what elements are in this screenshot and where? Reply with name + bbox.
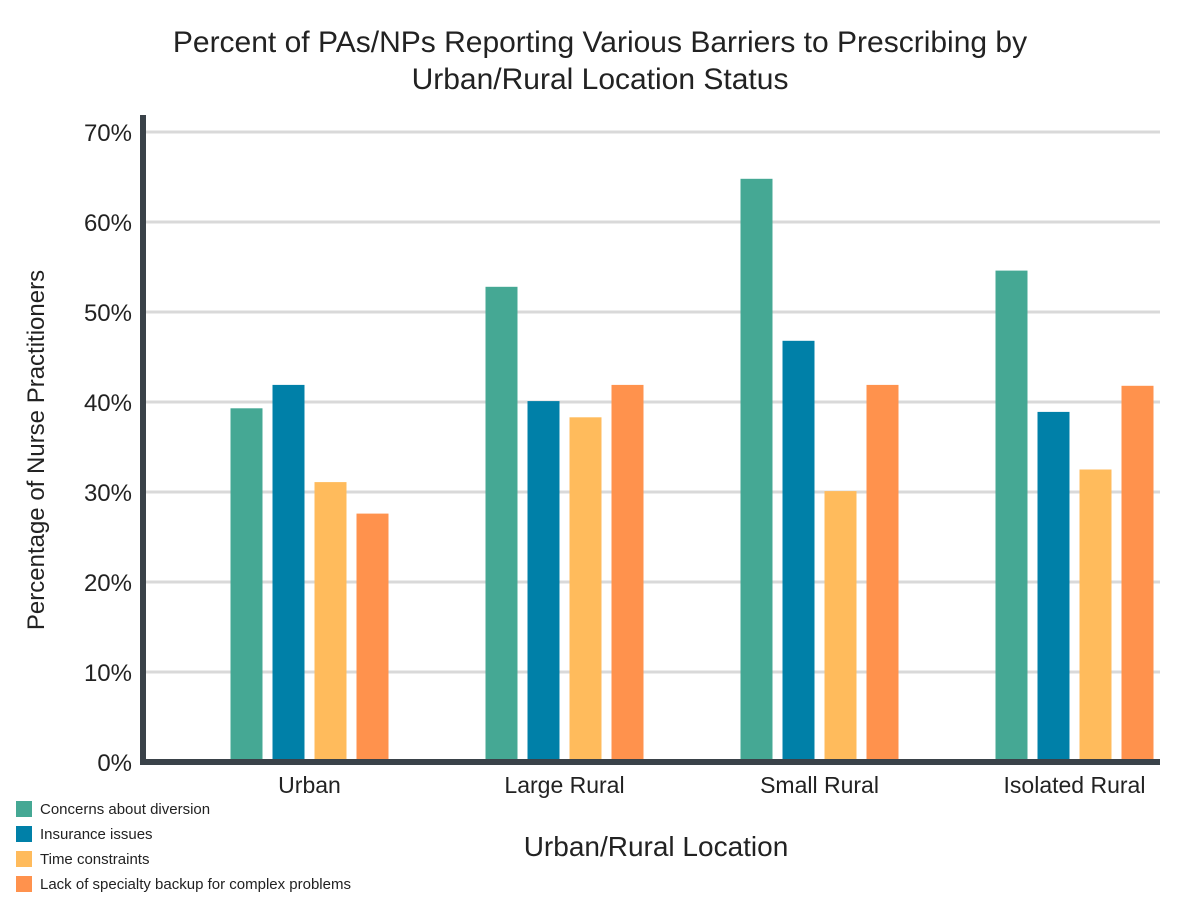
bar <box>527 401 560 762</box>
y-tick-label: 50% <box>84 300 132 327</box>
y-tick-label: 0% <box>97 750 132 777</box>
legend-label: Time constraints <box>40 851 149 868</box>
bar <box>314 482 347 762</box>
x-tick-label: Small Rural <box>760 772 879 798</box>
bar <box>1037 411 1070 762</box>
bar <box>866 384 899 762</box>
y-tick-label: 10% <box>84 660 132 687</box>
bar <box>1121 385 1154 762</box>
bar <box>230 408 263 762</box>
bar <box>569 417 602 762</box>
legend-label: Lack of specialty backup for complex pro… <box>40 876 351 893</box>
chart-title-line-1: Percent of PAs/NPs Reporting Various Bar… <box>173 26 1027 59</box>
y-tick-label: 40% <box>84 390 132 417</box>
bar <box>824 491 857 762</box>
bar <box>995 270 1028 762</box>
bar <box>611 384 644 762</box>
x-tick-label: Urban <box>278 772 341 798</box>
legend-swatch <box>16 876 32 892</box>
y-tick-label: 70% <box>84 120 132 147</box>
bar <box>1079 469 1112 762</box>
legend-swatch <box>16 801 32 817</box>
chart-title-line-2: Urban/Rural Location Status <box>412 63 789 96</box>
bar <box>782 340 815 762</box>
x-tick-label: Large Rural <box>504 772 624 798</box>
legend-swatch <box>16 851 32 867</box>
bar <box>485 286 518 762</box>
legend-swatch <box>16 826 32 842</box>
x-tick-label: Isolated Rural <box>1004 772 1146 798</box>
gridlines <box>140 130 1160 674</box>
legend: Concerns about diversion Insurance issues… <box>16 801 351 893</box>
bar <box>740 178 773 763</box>
y-tick-label: 20% <box>84 570 132 597</box>
axes <box>140 115 1160 765</box>
bar <box>272 384 305 762</box>
legend-label: Insurance issues <box>40 826 153 843</box>
chart-title: Percent of PAs/NPs Reporting Various Bar… <box>173 26 1027 96</box>
y-tick-label: 30% <box>84 480 132 507</box>
x-axis-label: Urban/Rural Location <box>524 831 789 862</box>
bar <box>356 513 389 762</box>
y-axis-label: Percentage of Nurse Practitioners <box>23 270 50 630</box>
y-tick-label: 60% <box>84 210 132 237</box>
legend-label: Concerns about diversion <box>40 801 210 818</box>
y-axis-ticks: 0% 10% 20% 30% 40% 50% 60% 70% <box>84 120 132 777</box>
bars <box>230 178 1154 763</box>
x-axis-ticks: Urban Large Rural Small Rural Isolated Rura… <box>278 772 1145 798</box>
